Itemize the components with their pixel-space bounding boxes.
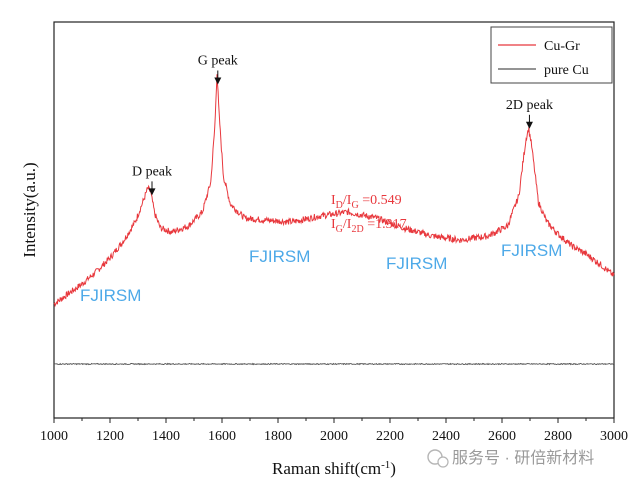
legend-label: pure Cu (544, 63, 589, 78)
ratio-text-block: ID/IG =0.549 IG/I2D =1.317 (331, 193, 407, 235)
x-tick-label: 2400 (432, 429, 460, 444)
x-axis-ticks: 1000 1200 1400 1600 1800 2000 2200 2400 2600 2800… (40, 418, 628, 444)
peak-label: D peak (132, 164, 172, 179)
peak-arrow-head (148, 188, 156, 196)
series-layer (53, 74, 615, 366)
watermarks: FJIRSM FJIRSM FJIRSM FJIRSM (80, 241, 562, 305)
wechat-icon-dot (437, 456, 449, 468)
x-tick-label: 1200 (96, 429, 124, 444)
ratio-line: IG/I2D =1.317 (331, 217, 407, 235)
legend-box (490, 26, 613, 84)
series-line-cu-gr (53, 74, 615, 308)
x-tick-label: 1000 (40, 429, 68, 444)
x-tick-label: 2000 (320, 429, 348, 444)
legend-label: Cu-Gr (544, 39, 580, 54)
footer-text: 服务号 · 研倍新材料 (452, 449, 594, 467)
series-line-pure-cu (53, 362, 615, 366)
watermark-text: FJIRSM (501, 241, 562, 260)
x-tick-label: 2200 (376, 429, 404, 444)
watermark-text: FJIRSM (386, 254, 447, 273)
x-tick-label: 2600 (488, 429, 516, 444)
legend: Cu-Gr pure Cu (490, 26, 613, 84)
x-tick-label: 2800 (544, 429, 572, 444)
peak-arrow-head (214, 77, 222, 85)
x-tick-label: 1400 (152, 429, 180, 444)
x-tick-label: 1800 (264, 429, 292, 444)
peak-arrow-head (525, 121, 533, 129)
x-axis-label: Raman shift(cm-1) (272, 459, 396, 478)
peak-annotations: G peak D peak 2D peak (132, 54, 553, 196)
x-tick-label: 3000 (600, 429, 628, 444)
watermark-text: FJIRSM (249, 247, 310, 266)
y-axis-label: Intensity(a.u.) (20, 162, 39, 257)
x-tick-label: 1600 (208, 429, 236, 444)
ratio-line: ID/IG =0.549 (331, 193, 402, 211)
peak-label: 2D peak (506, 98, 553, 113)
watermark-text: FJIRSM (80, 286, 141, 305)
footer-watermark: 服务号 · 研倍新材料 (427, 449, 594, 468)
peak-label: G peak (198, 54, 238, 69)
